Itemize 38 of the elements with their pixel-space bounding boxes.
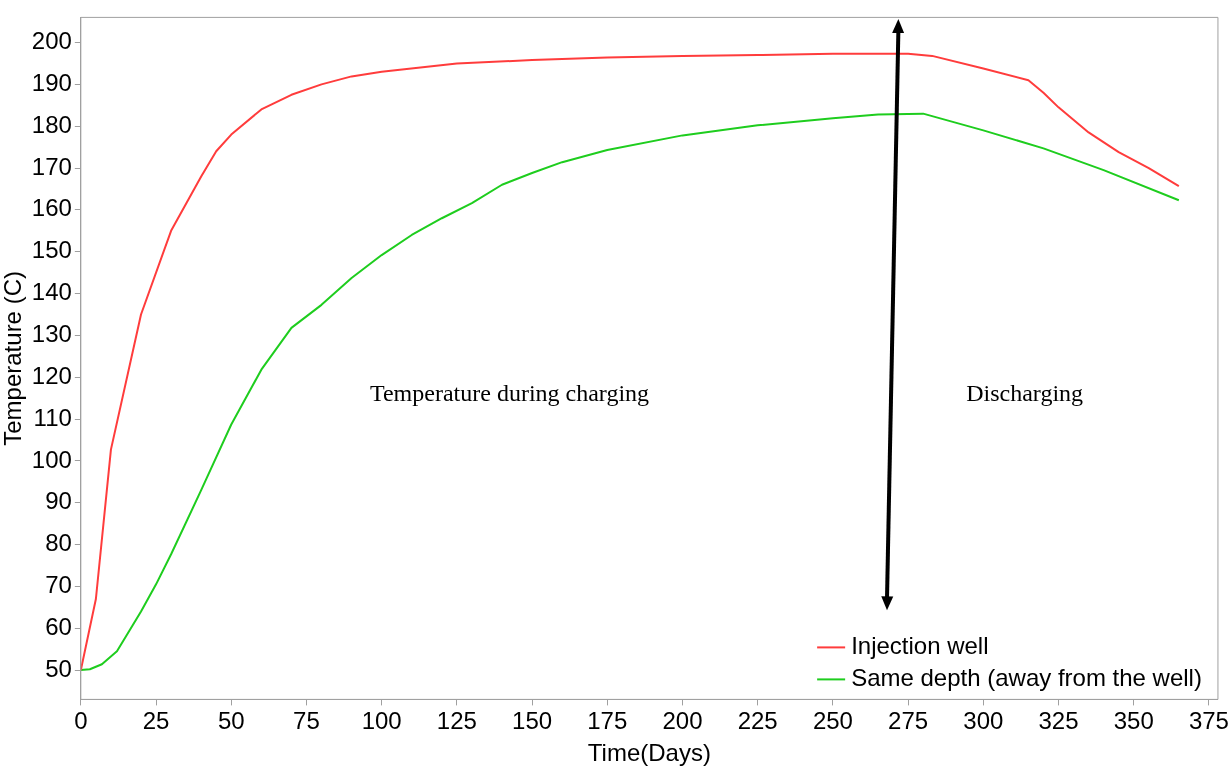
y-tick-label: 70 — [45, 571, 72, 599]
y-tick-label: 200 — [31, 27, 72, 55]
x-tick-label: 175 — [587, 707, 628, 735]
x-tick-label: 50 — [217, 707, 245, 735]
x-tick-label: 275 — [888, 707, 929, 735]
x-tick-label: 200 — [662, 707, 703, 735]
x-tick-label: 0 — [74, 707, 88, 735]
y-tick-label: 100 — [31, 445, 72, 473]
y-tick-label: 50 — [45, 654, 72, 682]
y-tick-label: 180 — [31, 110, 72, 138]
x-tick-label: 225 — [737, 707, 778, 735]
y-tick-label: 130 — [31, 320, 72, 348]
annotation: Discharging — [966, 379, 1084, 406]
x-tick-label: 125 — [436, 707, 477, 735]
y-axis-title: Temperature (C) — [0, 271, 27, 446]
y-tick-label: 150 — [31, 236, 72, 264]
legend-label: Same depth (away from the well) — [851, 664, 1202, 692]
y-tick-label: 80 — [45, 529, 72, 557]
x-tick-label: 300 — [963, 707, 1004, 735]
x-tick-label: 350 — [1113, 707, 1154, 735]
y-tick-label: 110 — [33, 403, 72, 431]
x-tick-label: 25 — [142, 707, 170, 735]
x-tick-label: 375 — [1188, 707, 1229, 735]
y-tick-label: 170 — [31, 152, 72, 180]
x-tick-label: 325 — [1038, 707, 1079, 735]
x-tick-label: 250 — [812, 707, 853, 735]
x-tick-label: 100 — [361, 707, 402, 735]
legend-label: Injection well — [851, 632, 989, 660]
y-tick-label: 140 — [31, 278, 72, 306]
x-tick-label: 75 — [293, 707, 320, 735]
y-tick-label: 120 — [31, 361, 72, 389]
annotation: Temperature during charging — [369, 379, 650, 406]
y-tick-label: 160 — [31, 194, 72, 222]
y-tick-label: 60 — [45, 612, 72, 640]
y-tick-label: 90 — [45, 487, 72, 515]
x-tick-label: 150 — [512, 707, 553, 735]
y-tick-label: 190 — [31, 68, 72, 96]
x-axis-title: Time(Days) — [587, 739, 711, 767]
